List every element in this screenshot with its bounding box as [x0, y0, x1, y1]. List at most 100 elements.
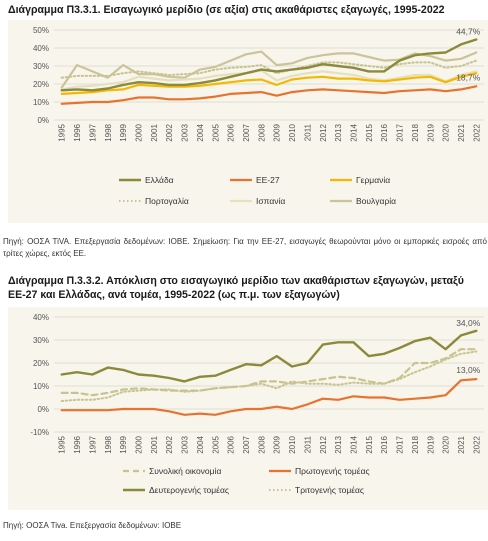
chart2-ytick-label: -10%: [30, 428, 49, 437]
chart2-legend-label: Συνολική οικονομία: [149, 466, 221, 476]
chart1-xtick-label: 2012: [319, 123, 328, 141]
chart2-ytick-label: 20%: [33, 359, 49, 368]
chart2-series-line-2: [60, 329, 478, 383]
chart2-xtick-label: 2007: [242, 435, 251, 453]
chart2-xtick-label: 2010: [288, 435, 297, 453]
chart1-series-line-1: [60, 85, 478, 105]
chart2-xtick-label: 1998: [104, 435, 113, 453]
chart2-xtick-label: 2017: [396, 435, 405, 453]
chart1-xtick-label: 1996: [73, 123, 82, 141]
chart1-xtick-label: 2000: [134, 123, 143, 141]
chart2-xtick-label: 1999: [119, 435, 128, 453]
chart1-legend-label: Ισπανία: [256, 196, 285, 206]
chart2-xtick-label: 2012: [319, 435, 328, 453]
chart1-source-note: Πηγή: ΟΟΣΑ TiVA. Επεξεργασία δεδομένων: …: [3, 237, 487, 258]
chart2-xtick-label: 2000: [134, 435, 143, 453]
chart2-ytick-label: 10%: [33, 382, 49, 391]
chart1-xtick-label: 2005: [211, 123, 220, 141]
chart1-annotation: 18,7%: [456, 72, 481, 82]
chart2-xtick-label: 2016: [380, 435, 389, 453]
chart1-xtick-label: 1998: [104, 123, 113, 141]
chart2-legend-label: Δευτερογενής τομέας: [149, 485, 229, 495]
chart2-xtick-label: 2008: [257, 435, 266, 453]
chart2-xtick-label: 2006: [227, 435, 236, 453]
chart1-xtick-label: 2002: [165, 123, 174, 141]
chart1-legend-label: ΕΕ-27: [256, 175, 280, 185]
chart1-ytick-label: 50%: [33, 26, 49, 35]
chart2-series-line-3: [60, 350, 478, 402]
chart1-xtick-label: 2001: [150, 123, 159, 141]
chart1-ytick-label: 30%: [33, 62, 49, 71]
chart1-xtick-label: 2019: [426, 123, 435, 141]
chart2-xtick-label: 2020: [442, 435, 451, 453]
chart1-xtick-label: 2018: [411, 123, 420, 141]
chart1-xtick-label: 2021: [457, 123, 466, 141]
chart1-ytick-label: 10%: [33, 98, 49, 107]
chart2-xtick-label: 2005: [211, 435, 220, 453]
chart2-xtick-label: 1995: [58, 435, 67, 453]
chart1-legend-label: Πορτογαλία: [145, 196, 189, 206]
chart2-annotation: 34,0%: [456, 318, 481, 328]
chart2-ytick-label: 0%: [37, 405, 49, 414]
chart2-xtick-label: 2011: [303, 435, 312, 453]
chart2-source-note: Πηγή: ΟΟΣΑ Tiva. Επεξεργασία δεδομένων: …: [3, 521, 182, 530]
chart1-annotation: 44,7%: [456, 27, 481, 37]
chart2-xtick-label: 2015: [365, 435, 374, 453]
chart2-xtick-label: 1996: [73, 435, 82, 453]
chart1-ytick-label: 40%: [33, 44, 49, 53]
chart1-panel: 0% 10% 20% 30% 40% 50% 1995 1996 1997 1998 1999 200…: [8, 20, 488, 223]
chart2-panel: -10% 0% 10% 20% 30% 40% 1995 1996 1997 1998 1999 20…: [8, 307, 488, 510]
chart1-xtick-label: 2011: [303, 123, 312, 141]
chart1-ytick-label: 0%: [37, 116, 49, 125]
chart2-title: Διάγραμμα Π.3.3.2. Απόκλιση στο εισαγωγι…: [8, 275, 464, 301]
chart2-legend-label: Τριτογενής τομέας: [295, 485, 364, 495]
chart1-xtick-label: 1995: [58, 123, 67, 141]
chart1-xtick-label: 1997: [88, 123, 97, 141]
chart2-xtick-label: 2002: [165, 435, 174, 453]
chart2-xtick-label: 2004: [196, 435, 205, 453]
chart2-xtick-label: 2021: [457, 435, 466, 453]
chart2-xtick-label: 2013: [334, 435, 343, 453]
chart1-xtick-label: 2009: [273, 123, 282, 141]
chart2-xtick-label: 2014: [349, 435, 358, 453]
chart2-ytick-label: 30%: [33, 336, 49, 345]
chart2-xtick-label: 2001: [150, 435, 159, 453]
chart2-series-line-0: [60, 348, 478, 397]
chart2-xtick-label: 2019: [426, 435, 435, 453]
chart2-legend-label: Πρωτογενής τομέας: [295, 466, 370, 476]
chart1-series-line-5: [60, 50, 478, 89]
chart1-ytick-label: 20%: [33, 80, 49, 89]
chart2-xtick-label: 2003: [181, 435, 190, 453]
chart1-xtick-label: 2007: [242, 123, 251, 141]
chart1-xtick-label: 2010: [288, 123, 297, 141]
chart1-legend-label: Γερμανία: [356, 175, 390, 185]
chart2-xtick-label: 1997: [88, 435, 97, 453]
chart1-series-line-2: [60, 72, 478, 96]
chart1-xtick-label: 2008: [257, 123, 266, 141]
chart1-series-line-0: [60, 38, 478, 92]
chart1-series-line-4: [60, 69, 478, 91]
chart2-xtick-label: 2022: [472, 435, 481, 453]
chart1-svg: 0% 10% 20% 30% 40% 50% 1995 1996 1997 1998 1999 200…: [33, 26, 484, 206]
chart1-xtick-label: 2022: [472, 123, 481, 141]
chart1-legend-label: Ελλάδα: [145, 175, 174, 185]
chart1-xtick-label: 2003: [181, 123, 190, 141]
chart2-ytick-label: 40%: [33, 313, 49, 322]
chart1-xtick-label: 1999: [119, 123, 128, 141]
chart2-svg: -10% 0% 10% 20% 30% 40% 1995 1996 1997 1998 1999 20…: [30, 313, 484, 495]
chart2-xtick-label: 2018: [411, 435, 420, 453]
chart2-annotation: 13,0%: [456, 365, 481, 375]
chart1-legend-label: Βουλγαρία: [356, 196, 396, 206]
chart1-xtick-label: 2017: [396, 123, 405, 141]
chart1-title: Διάγραμμα Π3.3.1. Εισαγωγικό μερίδιο (σε…: [8, 4, 445, 16]
chart1-xtick-label: 2015: [365, 123, 374, 141]
chart2-xtick-label: 2009: [273, 435, 282, 453]
chart1-xtick-label: 2016: [380, 123, 389, 141]
chart1-series-line-3: [60, 59, 478, 79]
chart1-xtick-label: 2013: [334, 123, 343, 141]
chart1-xtick-label: 2006: [227, 123, 236, 141]
chart2-series-line-1: [60, 377, 478, 416]
chart1-xtick-label: 2004: [196, 123, 205, 141]
chart1-xtick-label: 2020: [442, 123, 451, 141]
chart1-xtick-label: 2014: [349, 123, 358, 141]
